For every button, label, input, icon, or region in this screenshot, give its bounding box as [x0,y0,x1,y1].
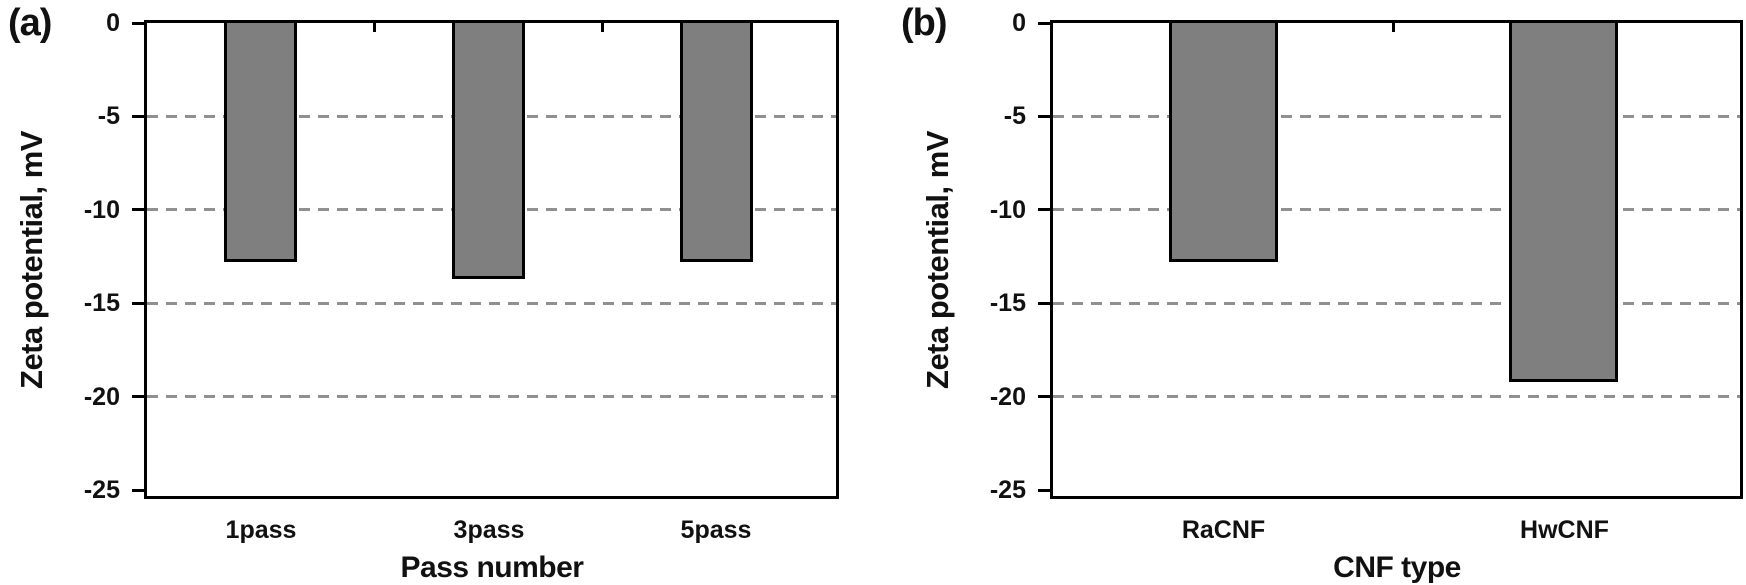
panel-a-x-axis-title: Pass number [400,551,584,584]
y-tick-mark [1038,488,1050,492]
x-category-label-hwcnf: HwCNF [1520,516,1609,544]
y-tick-label: -10 [83,195,120,224]
gridline [147,395,836,399]
y-tick-label: 0 [106,9,120,37]
panel-a-y-axis-title: Zeta potential, mV [14,131,49,389]
panel-b-x-axis-title: CNF type [1333,551,1461,584]
y-tick-mark [132,395,144,399]
y-tick-mark [132,114,144,118]
y-tick-mark [1038,21,1050,25]
y-tick-label: -15 [989,289,1026,318]
y-tick-label: -20 [83,382,120,411]
x-tick-mark [373,23,376,32]
bar-5pass [680,23,753,262]
y-tick-label: -25 [989,476,1026,504]
panel-a-plot-area [144,20,839,499]
y-tick-label: -20 [989,382,1026,411]
y-tick-label: -5 [97,102,120,131]
y-tick-mark [132,208,144,212]
bar-racnf [1169,23,1278,262]
bar-3pass [452,23,525,279]
panel-b-y-axis-title: Zeta potential, mV [920,131,955,389]
gridline [1053,208,1740,212]
y-tick-label: -5 [1003,102,1026,131]
y-tick-mark [132,301,144,305]
bar-1pass [224,23,297,262]
panel-a-label: (a) [8,2,52,44]
panel-b-label: (b) [901,2,948,44]
x-category-label-1pass: 1pass [225,516,297,544]
x-category-label-racnf: RaCNF [1181,516,1266,544]
x-category-label-5pass: 5pass [680,516,752,544]
gridline [1053,114,1740,118]
y-tick-label: -10 [989,195,1026,224]
y-tick-mark [132,488,144,492]
x-category-label-3pass: 3pass [453,516,525,544]
gridline [1053,395,1740,399]
panel-b-plot-area [1050,20,1743,499]
y-tick-mark [1038,301,1050,305]
y-tick-label: -15 [83,289,120,318]
y-tick-mark [1038,208,1050,212]
gridline [147,301,836,305]
x-tick-mark [601,23,604,32]
x-tick-mark [1392,23,1395,32]
bar-hwcnf [1509,23,1618,382]
y-tick-label: -25 [83,476,120,504]
y-tick-mark [132,21,144,25]
y-tick-mark [1038,395,1050,399]
y-tick-label: 0 [1012,9,1026,37]
y-tick-mark [1038,114,1050,118]
gridline [1053,301,1740,305]
